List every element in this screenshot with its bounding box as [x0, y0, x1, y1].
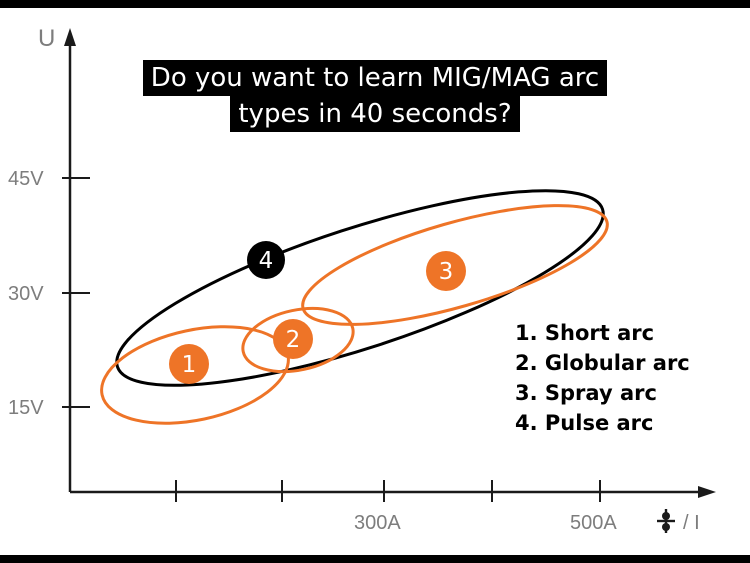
region-2-number: 2 — [286, 327, 301, 353]
region-3-number: 3 — [439, 259, 454, 285]
legend-item-globular-arc: 2. Globular arc — [515, 351, 690, 375]
wire-feed-icon — [657, 509, 675, 533]
y-tick-label-30v: 30V — [8, 283, 44, 305]
region-2-badge: 2 — [273, 319, 313, 359]
legend-item-pulse-arc: 4. Pulse arc — [515, 411, 654, 435]
legend-item-spray-arc: 3. Spray arc — [515, 381, 657, 405]
region-3-outline — [301, 204, 609, 326]
region-4-outline — [115, 189, 605, 387]
legend: 1. Short arc 2. Globular arc 3. Spray ar… — [515, 318, 690, 438]
caption-line-2: types in 40 seconds? — [230, 96, 520, 132]
x-tick-label-500a: 500A — [570, 512, 617, 534]
x-axis-label: / I — [683, 512, 700, 534]
x-tick-label-300a: 300A — [354, 512, 401, 534]
region-3-badge: 3 — [426, 251, 466, 291]
region-1-badge: 1 — [169, 344, 209, 384]
region-4-number: 4 — [259, 248, 274, 274]
y-tick-label-15v: 15V — [8, 397, 44, 419]
region-2-outline — [241, 306, 355, 374]
y-tick-label-45v: 45V — [8, 168, 44, 190]
caption-line-1: Do you want to learn MIG/MAG arc — [142, 60, 608, 96]
region-1-number: 1 — [182, 352, 197, 378]
y-axis-arrow — [64, 28, 76, 46]
title-caption: Do you want to learn MIG/MAG arc types i… — [0, 60, 750, 132]
y-axis-label: U — [38, 25, 55, 52]
x-axis-arrow — [698, 486, 716, 498]
legend-item-short-arc: 1. Short arc — [515, 321, 655, 345]
region-4-badge: 4 — [247, 241, 285, 279]
